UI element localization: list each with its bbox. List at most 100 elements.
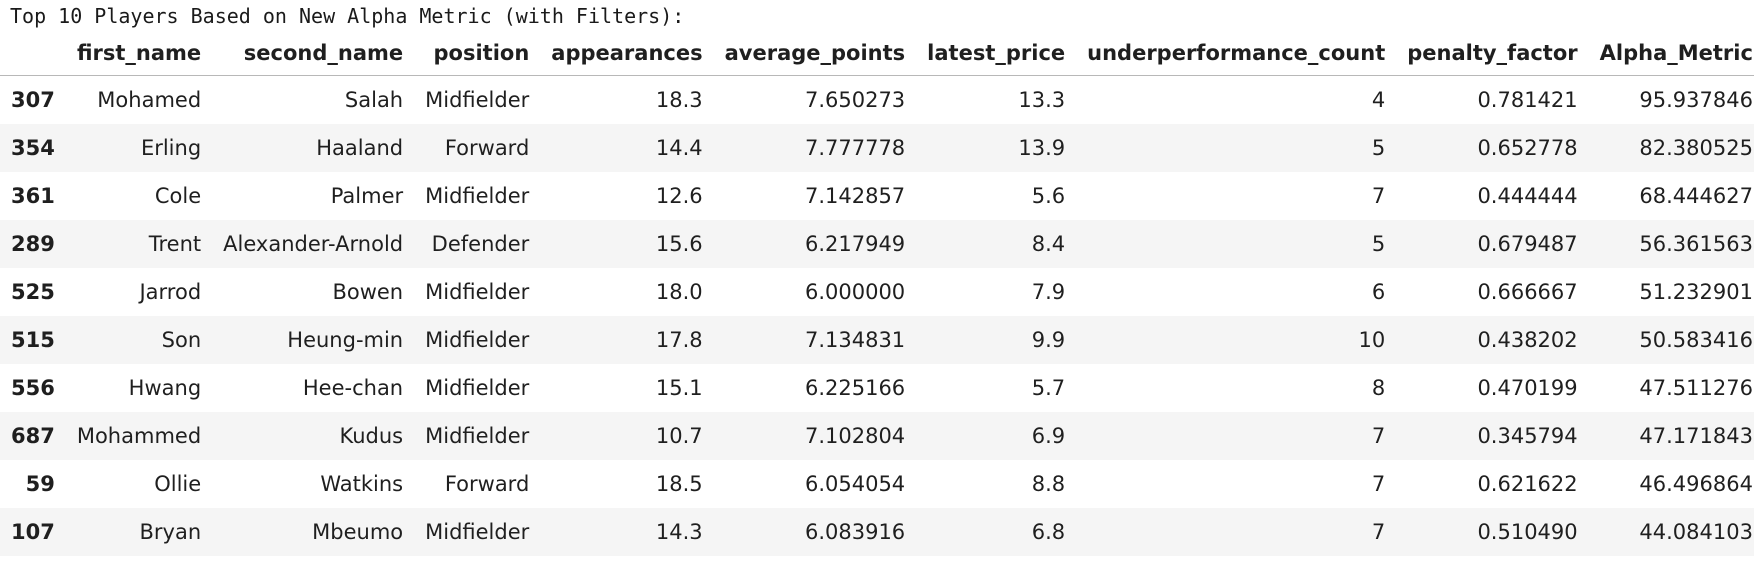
cell-average-points: 7.102804 — [804, 424, 906, 448]
cell-appearances: 18.5 — [655, 472, 703, 496]
cell-first-name: Mohammed — [76, 424, 202, 448]
cell-underperformance-count: 4 — [1371, 88, 1386, 112]
cell-underperformance-count: 7 — [1371, 184, 1386, 208]
cell-latest-price: 13.9 — [1018, 136, 1066, 160]
cell-second-name: Hee-chan — [302, 376, 404, 400]
cell-penalty-factor: 0.345794 — [1477, 424, 1578, 448]
cell-alpha-metric: 68.444627 — [1639, 184, 1753, 208]
row-index: 361 — [11, 184, 55, 208]
cell-appearances: 17.8 — [655, 328, 703, 352]
header-first-name: first_name — [65, 30, 213, 76]
table-body: 307 Mohamed Salah Midfielder 18.3 7.650273 13.… — [0, 76, 1754, 556]
cell-second-name: Haaland — [316, 136, 404, 160]
cell-first-name: Trent — [148, 232, 202, 256]
header-penalty-factor: penalty_factor — [1396, 30, 1589, 76]
cell-latest-price: 9.9 — [1031, 328, 1066, 352]
cell-position: Midfielder — [425, 184, 530, 208]
cell-latest-price: 5.7 — [1031, 376, 1066, 400]
cell-second-name: Kudus — [339, 424, 404, 448]
cell-appearances: 14.4 — [655, 136, 703, 160]
cell-latest-price: 7.9 — [1031, 280, 1066, 304]
cell-alpha-metric: 47.171843 — [1639, 424, 1753, 448]
cell-penalty-factor: 0.679487 — [1477, 232, 1578, 256]
output-title: Top 10 Players Based on New Alpha Metric… — [10, 4, 685, 28]
cell-underperformance-count: 7 — [1371, 520, 1386, 544]
cell-average-points: 7.650273 — [804, 88, 906, 112]
dataframe-table: first_name second_name position appearan… — [0, 30, 1754, 556]
cell-penalty-factor: 0.666667 — [1477, 280, 1578, 304]
table-row: 556 Hwang Hee-chan Midfielder 15.1 6.225166 5.… — [0, 364, 1754, 412]
row-index: 307 — [11, 88, 55, 112]
cell-appearances: 18.3 — [655, 88, 703, 112]
row-index: 556 — [11, 376, 55, 400]
cell-alpha-metric: 44.084103 — [1639, 520, 1753, 544]
cell-latest-price: 8.4 — [1031, 232, 1066, 256]
header-index — [0, 30, 66, 76]
cell-latest-price: 13.3 — [1018, 88, 1066, 112]
cell-appearances: 15.6 — [655, 232, 703, 256]
cell-second-name: Alexander-Arnold — [223, 232, 404, 256]
cell-alpha-metric: 56.361563 — [1639, 232, 1753, 256]
table-row: 307 Mohamed Salah Midfielder 18.3 7.650273 13.… — [0, 76, 1754, 125]
header-alpha-metric: Alpha_Metric — [1588, 30, 1754, 76]
header-row: first_name second_name position appearan… — [0, 30, 1754, 76]
cell-average-points: 7.134831 — [804, 328, 906, 352]
cell-position: Forward — [444, 136, 530, 160]
cell-alpha-metric: 82.380525 — [1639, 136, 1753, 160]
cell-second-name: Watkins — [320, 472, 404, 496]
cell-alpha-metric: 46.496864 — [1639, 472, 1753, 496]
table-row: 525 Jarrod Bowen Midfielder 18.0 6.000000 7.9 6… — [0, 268, 1754, 316]
table-row: 361 Cole Palmer Midfielder 12.6 7.142857 5.6 7 0… — [0, 172, 1754, 220]
row-index: 515 — [11, 328, 55, 352]
cell-latest-price: 6.9 — [1031, 424, 1066, 448]
cell-first-name: Jarrod — [139, 280, 202, 304]
cell-underperformance-count: 10 — [1358, 328, 1386, 352]
cell-average-points: 6.083916 — [804, 520, 906, 544]
cell-penalty-factor: 0.621622 — [1477, 472, 1578, 496]
cell-second-name: Bowen — [332, 280, 404, 304]
cell-first-name: Ollie — [154, 472, 202, 496]
cell-alpha-metric: 51.232901 — [1639, 280, 1753, 304]
cell-underperformance-count: 5 — [1371, 232, 1386, 256]
header-average-points: average_points — [713, 30, 917, 76]
cell-appearances: 18.0 — [655, 280, 703, 304]
header-underperformance-count: underperformance_count — [1076, 30, 1397, 76]
row-index: 107 — [11, 520, 55, 544]
cell-average-points: 7.777778 — [804, 136, 906, 160]
cell-second-name: Palmer — [330, 184, 404, 208]
cell-position: Midfielder — [425, 328, 530, 352]
row-index: 59 — [25, 472, 55, 496]
cell-alpha-metric: 47.511276 — [1639, 376, 1753, 400]
cell-average-points: 6.225166 — [804, 376, 906, 400]
header-position: position — [414, 30, 541, 76]
header-appearances: appearances — [540, 30, 714, 76]
cell-first-name: Son — [161, 328, 202, 352]
cell-average-points: 6.000000 — [804, 280, 906, 304]
cell-second-name: Heung-min — [287, 328, 404, 352]
cell-average-points: 6.217949 — [804, 232, 906, 256]
cell-appearances: 15.1 — [655, 376, 703, 400]
cell-position: Midfielder — [425, 520, 530, 544]
table-row: 687 Mohammed Kudus Midfielder 10.7 7.102804 6.… — [0, 412, 1754, 460]
cell-first-name: Erling — [140, 136, 202, 160]
table-row: 354 Erling Haaland Forward 14.4 7.777778 13.9 5… — [0, 124, 1754, 172]
cell-first-name: Mohamed — [97, 88, 202, 112]
table-row: 515 Son Heung-min Midfielder 17.8 7.134831 9.9… — [0, 316, 1754, 364]
cell-position: Midfielder — [425, 376, 530, 400]
table-row: 59 Ollie Watkins Forward 18.5 6.054054 8.8 7 0.6… — [0, 460, 1754, 508]
header-latest-price: latest_price — [916, 30, 1077, 76]
cell-second-name: Mbeumo — [312, 520, 404, 544]
table-row: 107 Bryan Mbeumo Midfielder 14.3 6.083916 6.8 7… — [0, 508, 1754, 556]
table-row: 289 Trent Alexander-Arnold Defender 15.6 6.21… — [0, 220, 1754, 268]
cell-penalty-factor: 0.444444 — [1477, 184, 1578, 208]
cell-penalty-factor: 0.781421 — [1477, 88, 1578, 112]
cell-first-name: Bryan — [139, 520, 202, 544]
cell-appearances: 10.7 — [655, 424, 703, 448]
cell-position: Midfielder — [425, 424, 530, 448]
cell-underperformance-count: 8 — [1371, 376, 1386, 400]
cell-appearances: 12.6 — [655, 184, 703, 208]
cell-underperformance-count: 5 — [1371, 136, 1386, 160]
cell-alpha-metric: 95.937846 — [1639, 88, 1753, 112]
cell-penalty-factor: 0.470199 — [1477, 376, 1578, 400]
cell-average-points: 7.142857 — [804, 184, 906, 208]
